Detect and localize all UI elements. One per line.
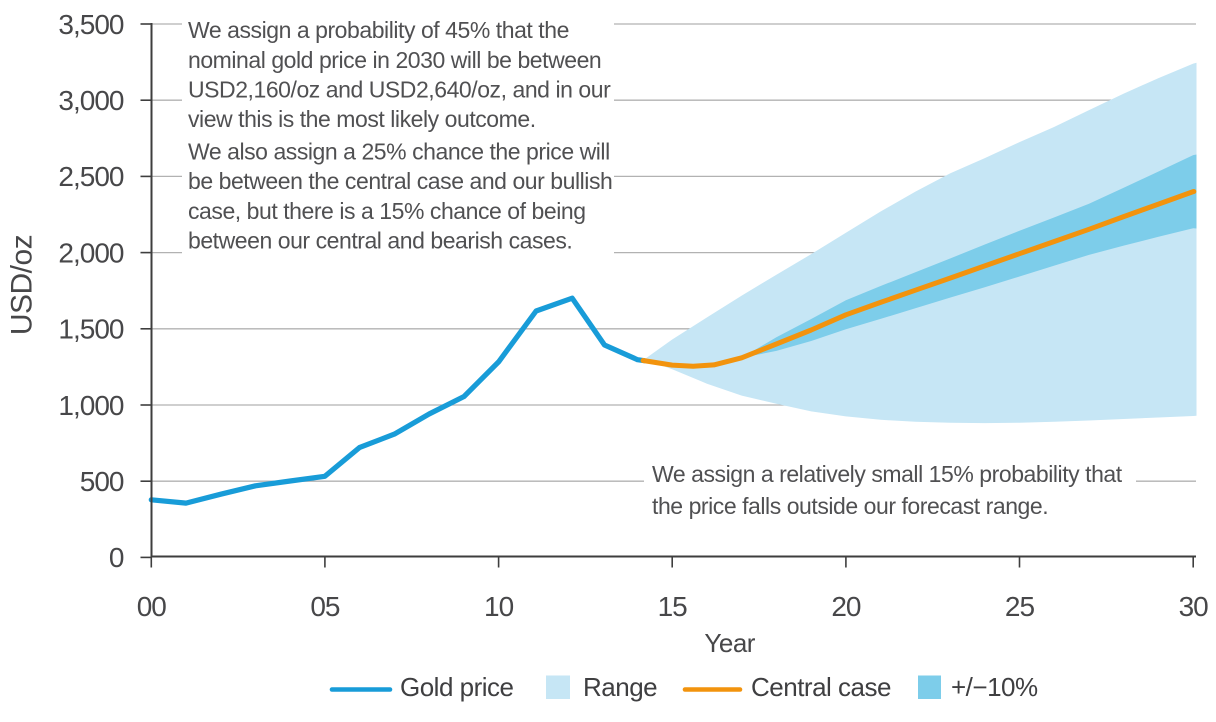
svg-text:0: 0 xyxy=(109,542,124,573)
svg-text:00: 00 xyxy=(137,591,167,622)
svg-text:2,500: 2,500 xyxy=(58,161,123,192)
svg-text:05: 05 xyxy=(310,591,340,622)
svg-text:view this is the most likely o: view this is the most likely outcome. xyxy=(188,106,536,132)
svg-text:3,500: 3,500 xyxy=(58,9,123,40)
svg-text:USD/oz: USD/oz xyxy=(6,235,39,335)
svg-text:25: 25 xyxy=(1005,591,1035,622)
svg-text:+/−10%: +/−10% xyxy=(951,672,1038,702)
svg-text:30: 30 xyxy=(1179,591,1209,622)
svg-text:case, but there is a 15% chanc: case, but there is a 15% chance of being xyxy=(188,198,586,224)
svg-text:3,000: 3,000 xyxy=(58,85,123,116)
svg-text:the price falls outside our fo: the price falls outside our forecast ran… xyxy=(652,493,1048,519)
svg-text:USD2,160/oz and USD2,640/oz, a: USD2,160/oz and USD2,640/oz, and in our xyxy=(188,77,611,103)
svg-text:10: 10 xyxy=(484,591,514,622)
svg-text:between our central and bearis: between our central and bearish cases. xyxy=(188,228,572,254)
svg-text:Gold price: Gold price xyxy=(400,672,514,702)
svg-text:We assign a relatively small 1: We assign a relatively small 15% probabi… xyxy=(652,461,1123,487)
svg-text:1,000: 1,000 xyxy=(58,390,123,421)
svg-text:We also assign a 25% chance th: We also assign a 25% chance the price wi… xyxy=(188,139,610,165)
svg-text:500: 500 xyxy=(80,466,124,497)
svg-text:1,500: 1,500 xyxy=(58,314,123,345)
svg-text:2,000: 2,000 xyxy=(58,237,123,268)
svg-text:20: 20 xyxy=(831,591,861,622)
svg-text:15: 15 xyxy=(658,591,688,622)
svg-text:Year: Year xyxy=(704,628,755,658)
svg-text:be between the central case an: be between the central case and our bull… xyxy=(188,168,612,194)
svg-text:Range: Range xyxy=(583,672,657,702)
svg-text:nominal gold price in 2030 wil: nominal gold price in 2030 will be betwe… xyxy=(188,47,601,73)
svg-text:Central case: Central case xyxy=(751,672,891,702)
svg-text:We assign a probability of 45%: We assign a probability of 45% that the xyxy=(188,17,569,43)
